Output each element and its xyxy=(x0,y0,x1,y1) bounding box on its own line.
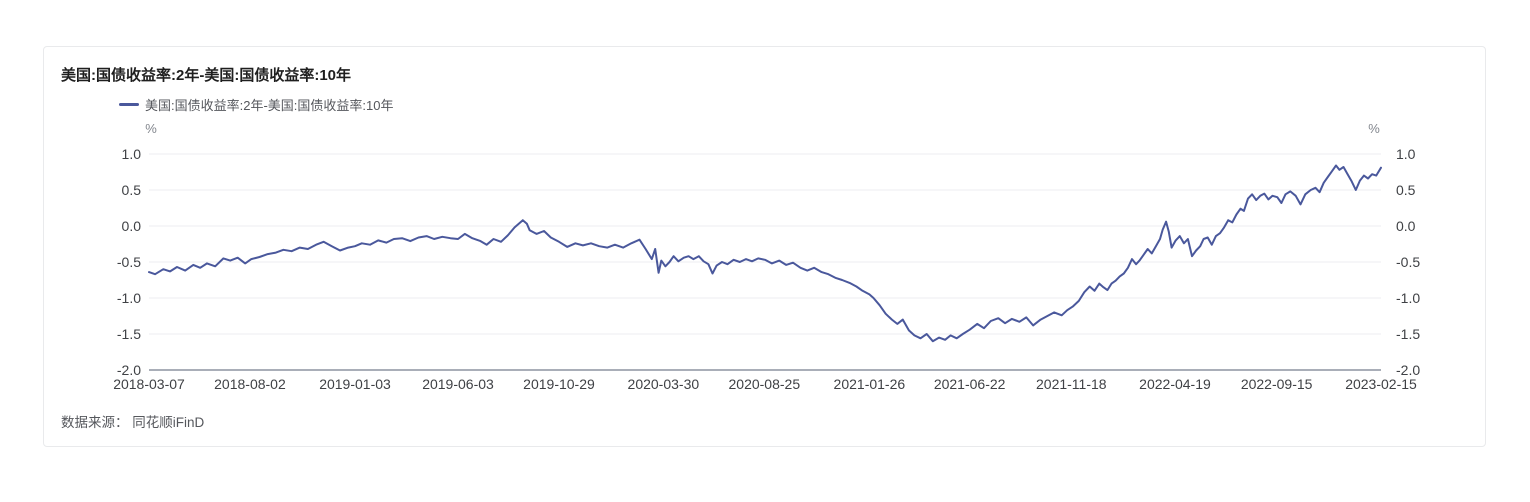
y-axis-label-right: 0.0 xyxy=(1396,218,1416,234)
source-label: 数据来源： xyxy=(61,415,129,430)
x-axis-label: 2020-08-25 xyxy=(729,376,801,392)
y-axis-label-right: 1.0 xyxy=(1396,146,1416,162)
y-axis-label-left: 1.0 xyxy=(122,146,142,162)
y-axis-label-right: 0.5 xyxy=(1396,182,1416,198)
y-axis-label-left: -1.0 xyxy=(117,290,141,306)
series-line xyxy=(148,164,1382,343)
legend[interactable]: 美国:国债收益率:2年-美国:国债收益率:10年 xyxy=(119,95,393,113)
y-axis-label-right: -2.0 xyxy=(1396,362,1420,378)
y-axis-label-left: -1.5 xyxy=(117,326,141,342)
chart-title: 美国:国债收益率:2年-美国:国债收益率:10年 xyxy=(61,67,352,84)
x-axis-label: 2019-01-03 xyxy=(319,376,391,392)
y-axis-label-right: -0.5 xyxy=(1396,254,1420,270)
legend-line-icon xyxy=(119,102,139,106)
x-axis-label: 2019-06-03 xyxy=(422,376,494,392)
x-axis-label: 2019-10-29 xyxy=(523,376,595,392)
y-axis-label-left: 0.0 xyxy=(122,218,142,234)
x-axis-label: 2018-08-02 xyxy=(214,376,286,392)
y-axis-label-left: 0.5 xyxy=(122,182,142,198)
x-axis-label: 2022-09-15 xyxy=(1241,376,1313,392)
y-axis-unit-left: % xyxy=(145,121,157,136)
y-axis-label-right: -1.5 xyxy=(1396,326,1420,342)
y-axis-unit-right: % xyxy=(1368,121,1380,136)
x-axis-label: 2020-03-30 xyxy=(628,376,700,392)
source-value: 同花顺iFinD xyxy=(132,415,205,430)
x-axis-label: 2023-02-15 xyxy=(1345,376,1417,392)
legend-label: 美国:国债收益率:2年-美国:国债收益率:10年 xyxy=(145,97,394,113)
y-axis-label-left: -0.5 xyxy=(117,254,141,270)
x-axis-label: 2021-11-18 xyxy=(1036,376,1107,392)
x-axis-label: 2018-03-07 xyxy=(113,376,185,392)
x-axis-label: 2021-01-26 xyxy=(834,376,906,392)
x-axis-label: 2022-04-19 xyxy=(1139,376,1211,392)
chart-card: 美国:国债收益率:2年-美国:国债收益率:10年 美国:国债收益率:2年-美国:… xyxy=(43,46,1486,447)
y-axis-label-right: -1.0 xyxy=(1396,290,1420,306)
x-axis-label: 2021-06-22 xyxy=(934,376,1006,392)
yield-spread-chart: % %1.0 1.00.5 0.50.0 0.0-0.5 -0.5-1.0 -1.0-1.5… xyxy=(113,121,1420,392)
source-line: 数据来源： 同花顺iFinD xyxy=(61,411,204,431)
y-axis-label-left: -2.0 xyxy=(117,362,141,378)
